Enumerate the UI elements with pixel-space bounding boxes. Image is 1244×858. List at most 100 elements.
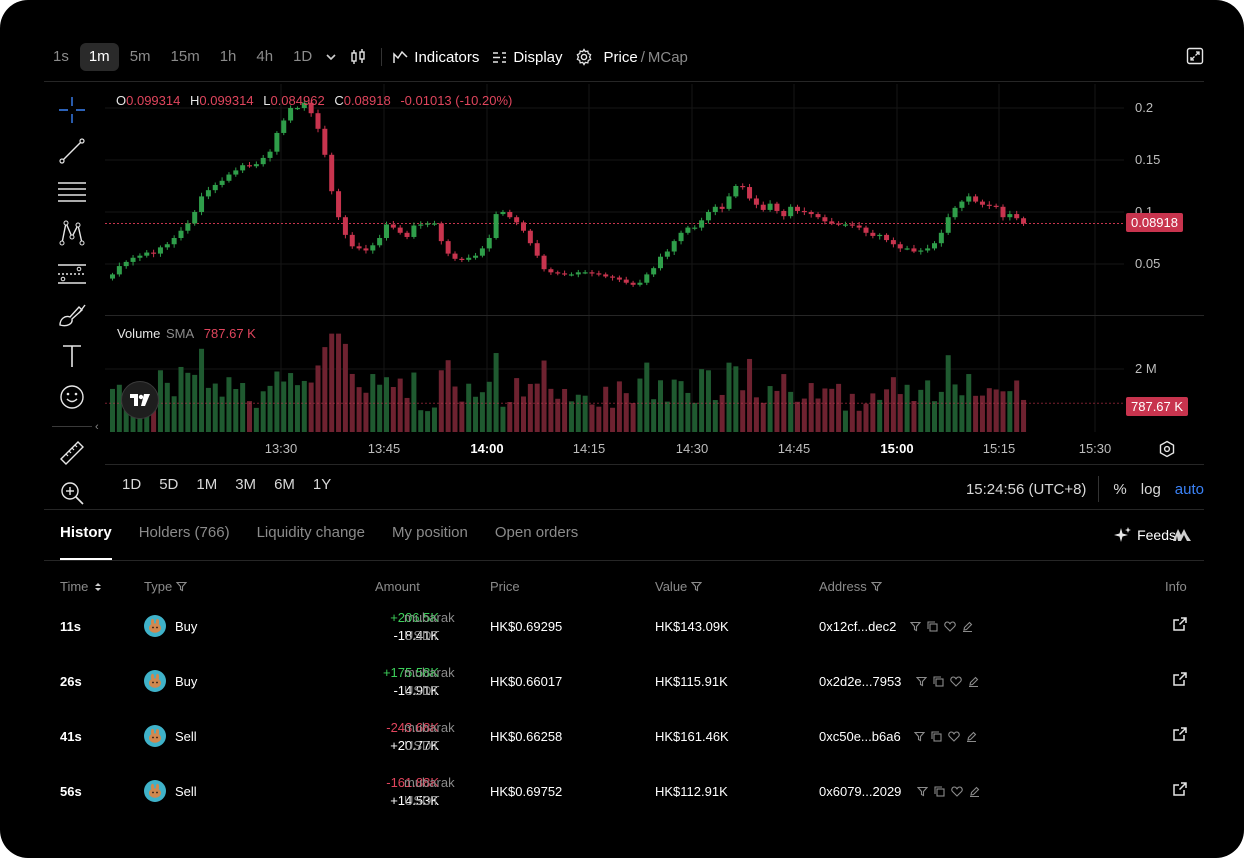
candle-body [479, 248, 485, 256]
horizontal-lines-icon[interactable] [52, 176, 92, 208]
timeframe-1m[interactable]: 1m [79, 43, 119, 71]
timeframe-15m[interactable]: 15m [170, 48, 200, 65]
timeframe-4h[interactable]: 4h [256, 48, 274, 65]
feeds-button[interactable]: Feeds [1114, 526, 1176, 544]
display-button[interactable]: Display [491, 49, 563, 66]
range-3m[interactable]: 3M [235, 476, 257, 493]
auto-toggle[interactable]: auto [1174, 480, 1204, 498]
tab-liquidity-change[interactable]: Liquidity change [256, 524, 365, 541]
row-value: HK$161.46K [655, 729, 729, 744]
volume-bar [137, 406, 143, 432]
external-link-icon[interactable] [1172, 726, 1188, 747]
row-amount-main-symbol: mubarak [404, 665, 455, 680]
zoom-in-icon[interactable] [52, 477, 92, 509]
pattern-tool-icon[interactable] [52, 217, 92, 249]
percent-toggle[interactable]: % [1113, 480, 1127, 498]
range-1y[interactable]: 1Y [312, 476, 332, 493]
sparkle-icon [1114, 527, 1132, 542]
filter-icon[interactable] [914, 731, 925, 742]
range-1m[interactable]: 1M [196, 476, 218, 493]
external-link-icon[interactable] [1172, 616, 1188, 637]
emoji-icon[interactable] [52, 381, 92, 413]
price-chart[interactable] [0, 0, 1244, 470]
brush-icon[interactable] [52, 299, 92, 331]
timeframe-1s[interactable]: 1s [53, 48, 69, 65]
range-6m[interactable]: 6M [274, 476, 295, 493]
volume-bar [685, 392, 691, 432]
timeframe-1d[interactable]: 1D [293, 48, 313, 65]
row-address[interactable]: 0xc50e...b6a6 [819, 729, 901, 744]
time-tick-1430: 14:30 [675, 441, 709, 456]
copy-icon[interactable] [927, 621, 938, 632]
filter-icon[interactable] [916, 676, 927, 687]
heart-icon[interactable] [948, 731, 960, 742]
row-address[interactable]: 0x12cf...dec2 [819, 619, 897, 634]
prediction-tool-icon[interactable] [52, 258, 92, 290]
log-toggle[interactable]: log [1140, 480, 1161, 498]
volume-bar [836, 383, 842, 432]
chevron-down-icon[interactable] [325, 53, 337, 61]
row-amount-sub: -14.91K [393, 683, 439, 698]
edit-icon[interactable] [969, 786, 980, 797]
external-link-icon[interactable] [1172, 781, 1188, 802]
volume-bar [294, 385, 300, 432]
price-toggle[interactable]: Price / MCap [604, 49, 688, 66]
volume-bar [753, 397, 759, 432]
copy-icon[interactable] [933, 676, 944, 687]
tab-my-position[interactable]: My position [391, 524, 468, 541]
volume-bar [904, 384, 910, 432]
header-type[interactable]: Type [144, 579, 188, 594]
timeframe-5m[interactable]: 5m [129, 48, 151, 65]
indicators-button[interactable]: Indicators [392, 49, 479, 66]
volume-bar [856, 410, 862, 432]
row-address[interactable]: 0x2d2e...7953 [819, 674, 902, 689]
edit-icon[interactable] [962, 621, 973, 632]
text-tool-icon[interactable] [52, 340, 92, 372]
trend-line-icon[interactable] [52, 135, 92, 167]
copy-icon[interactable] [931, 731, 942, 742]
tab-open-orders[interactable]: Open orders [494, 524, 579, 541]
tab-history[interactable]: History [60, 524, 112, 560]
candle-body [164, 244, 170, 248]
volume-bar [1014, 380, 1020, 432]
row-amount-main: +175.58K [382, 665, 439, 680]
filter-icon[interactable] [917, 786, 928, 797]
utc-clock[interactable]: 15:24:56 (UTC+8) [965, 480, 1087, 498]
candle-body [459, 258, 465, 260]
row-price: HK$0.66258 [490, 729, 563, 744]
candle-body [452, 253, 458, 259]
candlestick-type-icon[interactable] [349, 48, 367, 66]
candle-body [425, 223, 431, 225]
range-1d[interactable]: 1D [122, 476, 142, 493]
candle-body [808, 212, 814, 215]
range-5d[interactable]: 5D [159, 476, 179, 493]
ruler-icon[interactable] [52, 437, 92, 469]
header-time[interactable]: Time [60, 579, 102, 594]
table-row[interactable]: 11s Buy +206.5K mubarak -18.41K USDT HK$… [44, 603, 1204, 657]
brand-logo-icon[interactable] [1172, 527, 1192, 548]
fullscreen-icon[interactable] [1186, 47, 1204, 70]
chart-settings-icon[interactable] [1158, 440, 1176, 463]
price-settings-button[interactable] [575, 48, 598, 66]
header-value[interactable]: Value [655, 579, 703, 594]
table-row[interactable]: 26s Buy +175.58K mubarak -14.91K USDT HK… [44, 658, 1204, 712]
table-row[interactable]: 41s Sell -243.68K mubarak +20.77K USDT H… [44, 713, 1204, 767]
filter-icon[interactable] [910, 621, 921, 632]
copy-icon[interactable] [934, 786, 945, 797]
heart-icon[interactable] [951, 786, 963, 797]
edit-icon[interactable] [968, 676, 979, 687]
timeframe-1h[interactable]: 1h [219, 48, 237, 65]
tab-holders[interactable]: Holders (766) [138, 524, 230, 541]
heart-icon[interactable] [944, 621, 956, 632]
volume-bar [911, 400, 917, 432]
tradingview-logo[interactable] [121, 381, 159, 419]
crosshair-icon[interactable] [52, 94, 92, 126]
collapse-arrow-icon[interactable]: ‹ [95, 421, 99, 433]
header-address[interactable]: Address [819, 579, 882, 594]
table-row[interactable]: 56s Sell -161.88K mubarak +14.53K USDT H… [44, 768, 1204, 822]
row-address[interactable]: 0x6079...2029 [819, 784, 902, 799]
external-link-icon[interactable] [1172, 671, 1188, 692]
row-amount-sub-symbol: USDT [404, 683, 440, 698]
edit-icon[interactable] [966, 731, 977, 742]
heart-icon[interactable] [950, 676, 962, 687]
